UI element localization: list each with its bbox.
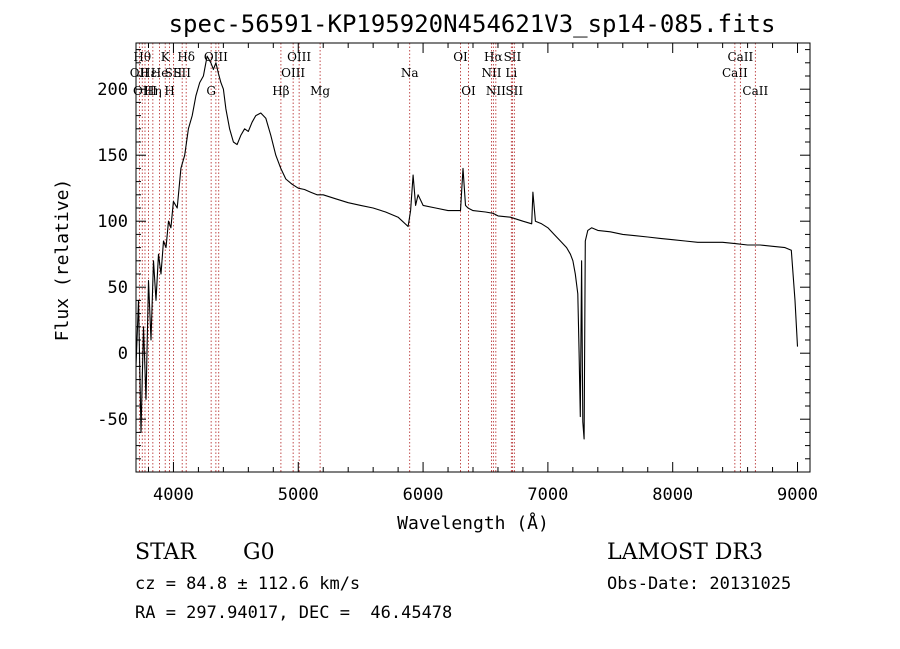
y-axis-label: Flux (relative) [52,179,73,342]
line-marker-label: OIII [281,66,305,80]
y-tick-label: 0 [118,344,128,364]
line-marker-label: Hε [140,66,157,80]
line-marker-label: SII [504,50,522,64]
line-marker-label: SII [165,66,183,80]
line-marker-label: Hη [144,84,162,98]
x-tick-label: 6000 [403,485,444,505]
y-tick-label: 150 [97,146,128,166]
y-tick-label: 50 [108,278,128,298]
observation-date: Obs-Date: 20131025 [607,574,792,594]
line-marker-label: G [206,84,216,98]
line-marker-label: Hβ [272,84,289,98]
x-tick-label: 8000 [652,485,693,505]
axis-ticks: 4000 5000 6000 7000 8000 9000 -50 0 50 100 150 200 [97,43,818,505]
x-tick-label: 5000 [278,485,319,505]
line-marker-label: Hθ [133,50,151,64]
line-marker-label: OIII [287,50,311,64]
object-class: STAR [135,540,196,565]
line-marker-label: CaII [722,66,748,80]
line-marker-label: OII [130,66,150,80]
line-marker-label: Mg [310,84,330,98]
survey-name: LAMOST DR3 [607,540,763,565]
line-marker-label: H [164,84,174,98]
line-marker-label: OI [461,84,476,98]
line-marker-label: Na [401,66,419,80]
series-layer [135,55,799,440]
x-axis-label: Wavelength (Å) [397,512,549,534]
line-marker-label: NII [481,66,501,80]
line-marker-label: CaII [742,84,768,98]
plot-frame [135,42,811,473]
line-marker-label: SII [173,66,191,80]
line-marker-label: Li [505,66,517,80]
y-tick-label: -50 [97,410,128,430]
line-marker-label: NII [486,84,506,98]
line-markers: HθOIIOIIIHεHηHeKHSIIHδSIIGOIIIHβOIIIOIII… [130,43,768,472]
line-marker-label: He [151,66,169,80]
line-marker-label: CaII [727,50,753,64]
y-tick-label: 100 [97,212,128,232]
coordinates-readout: RA = 297.94017, DEC = 46.45478 [135,603,453,623]
object-subclass: G0 [243,540,275,565]
line-marker-label: SII [505,84,523,98]
line-marker-label: Hδ [177,50,195,64]
series-line-0 [135,55,799,440]
x-tick-label: 9000 [777,485,818,505]
line-marker-label: K [161,50,171,64]
y-tick-label: 200 [97,80,128,100]
line-marker-label: OIII [133,84,157,98]
line-marker-label: Hα [484,50,503,64]
x-tick-label: 4000 [153,485,194,505]
chart-title: spec-56591-KP195920N454621V3_sp14-085.fi… [169,10,776,38]
x-tick-label: 7000 [527,485,568,505]
line-marker-label: OI [453,50,468,64]
redshift-readout: cz = 84.8 ± 112.6 km/s [135,574,361,594]
